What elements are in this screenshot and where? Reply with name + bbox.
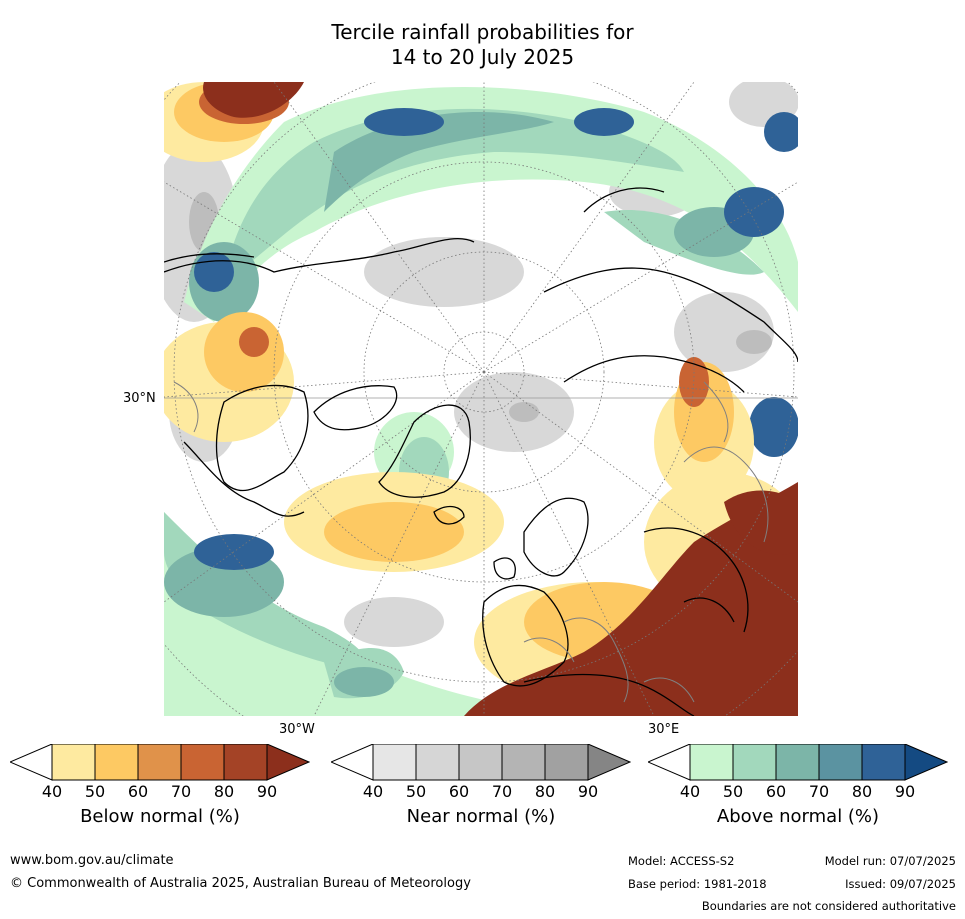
disclaimer-text: Boundaries are not considered authoritat… xyxy=(701,899,956,913)
tick-above-60: 60 xyxy=(765,782,787,801)
tick-near-60: 60 xyxy=(448,782,470,801)
swatch-above-0 xyxy=(648,744,691,781)
base-period-text: Base period: 1981-2018 xyxy=(628,877,767,891)
colorbar-above-normal-graphic xyxy=(648,744,948,781)
swatch-above-5 xyxy=(861,744,906,781)
swatch-above-4 xyxy=(818,744,863,781)
tick-below-80: 80 xyxy=(213,782,235,801)
tick-below-70: 70 xyxy=(170,782,192,801)
lat-label-30n: 30°N xyxy=(123,391,156,406)
map-canvas xyxy=(164,82,798,716)
country-borders xyxy=(173,381,769,703)
swatch-below-3 xyxy=(137,744,182,781)
swatch-above-2 xyxy=(732,744,777,781)
swatch-near-5 xyxy=(544,744,589,781)
swatch-below-4 xyxy=(180,744,225,781)
swatch-near-4 xyxy=(501,744,546,781)
swatch-below-0 xyxy=(10,744,53,781)
swatch-below-1 xyxy=(51,744,96,781)
polar-stereographic-map xyxy=(164,82,798,716)
tick-above-50: 50 xyxy=(722,782,744,801)
website-link[interactable]: www.bom.gov.au/climate xyxy=(10,853,174,868)
swatch-above-1 xyxy=(689,744,734,781)
map-title: Tercile rainfall probabilities for 14 to… xyxy=(0,20,965,70)
tick-near-40: 40 xyxy=(362,782,384,801)
tick-near-70: 70 xyxy=(491,782,513,801)
tick-below-60: 60 xyxy=(127,782,149,801)
model-text: Model: ACCESS-S2 xyxy=(628,854,735,868)
tick-near-80: 80 xyxy=(534,782,556,801)
model-run-text: Model run: 07/07/2025 xyxy=(824,854,956,868)
swatch-below-6 xyxy=(266,744,310,781)
colorbar-near-title: Near normal (%) xyxy=(406,806,556,827)
colorbar-below-title: Below normal (%) xyxy=(80,806,240,827)
swatch-near-2 xyxy=(415,744,460,781)
swatch-below-2 xyxy=(94,744,139,781)
coastlines xyxy=(164,187,798,716)
issued-text: Issued: 09/07/2025 xyxy=(845,877,956,891)
lon-label-30w: 30°W xyxy=(279,722,315,737)
tick-near-90: 90 xyxy=(577,782,599,801)
swatch-near-6 xyxy=(587,744,631,781)
tick-near-50: 50 xyxy=(405,782,427,801)
tick-above-80: 80 xyxy=(851,782,873,801)
tick-below-90: 90 xyxy=(256,782,278,801)
below-normal-very-strong xyxy=(203,82,798,716)
colorbar-below-normal xyxy=(10,744,310,864)
swatch-above-3 xyxy=(775,744,820,781)
colorbar-near-normal xyxy=(331,744,631,864)
colorbar-above-title: Above normal (%) xyxy=(716,806,880,827)
swatch-near-0 xyxy=(331,744,374,781)
tick-below-50: 50 xyxy=(84,782,106,801)
graticule xyxy=(164,82,798,716)
title-line-1: Tercile rainfall probabilities for xyxy=(331,20,634,44)
lon-label-30e: 30°E xyxy=(648,722,680,737)
swatch-near-3 xyxy=(458,744,503,781)
colorbar-below-normal-graphic xyxy=(10,744,310,781)
title-line-2: 14 to 20 July 2025 xyxy=(390,45,575,69)
copyright-text: © Commonwealth of Australia 2025, Austra… xyxy=(10,876,471,891)
tick-above-90: 90 xyxy=(894,782,916,801)
colorbar-near-normal-graphic xyxy=(331,744,631,781)
tick-below-40: 40 xyxy=(41,782,63,801)
swatch-above-6 xyxy=(904,744,948,781)
swatch-below-5 xyxy=(223,744,268,781)
tick-above-40: 40 xyxy=(679,782,701,801)
colorbar-above-normal xyxy=(648,744,948,864)
swatch-near-1 xyxy=(372,744,417,781)
tick-above-70: 70 xyxy=(808,782,830,801)
